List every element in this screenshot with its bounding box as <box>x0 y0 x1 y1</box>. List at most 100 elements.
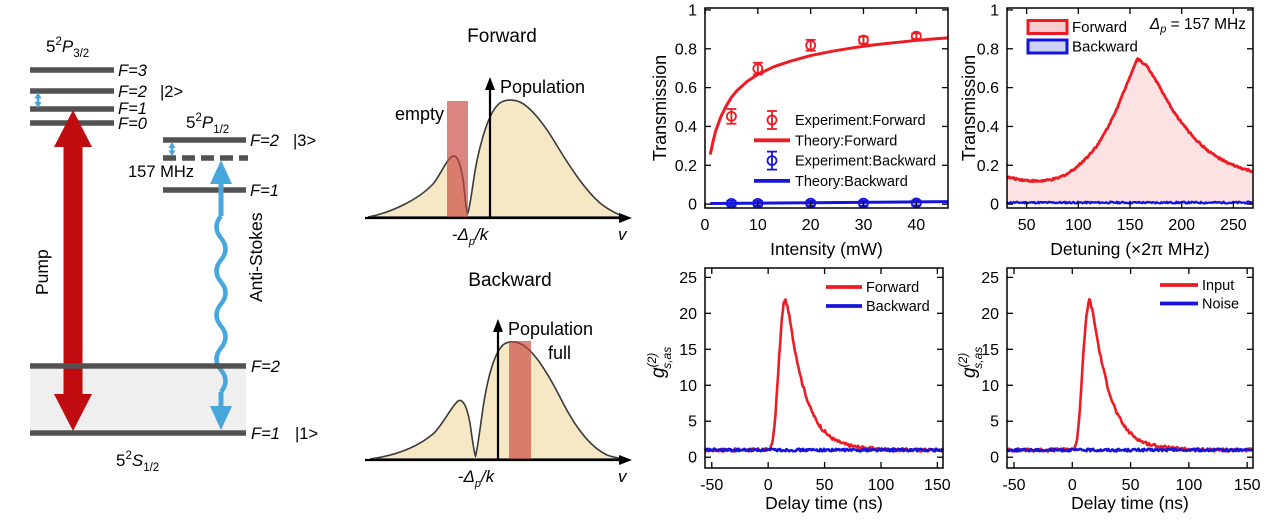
y-tick-label: 5 <box>990 414 999 431</box>
y-tick-label: 0.2 <box>977 158 999 175</box>
x-tick-label: 100 <box>1065 217 1092 234</box>
y-tick-label: 0 <box>688 197 697 214</box>
legend-marker-Experiment:Backward <box>766 150 778 171</box>
x-tick-label: 0 <box>764 477 773 494</box>
chart-g2-forward-backward: -50 0 50 100 150 0 5 10 15 20 25 Delay time (ns) g(2… <box>645 260 967 522</box>
chart-transmission-vs-intensity: 0 10 20 30 40 0 0.2 0.4 0.6 0.8 1 Intensity (mW) Tra… <box>650 0 967 262</box>
legend-label-Experiment:Backward: Experiment:Backward <box>795 154 936 170</box>
g2-forward-backward-ylabel: g(2)s,as <box>645 347 674 378</box>
term-5p32: 52P3/2 <box>46 36 89 60</box>
forward-title: Forward <box>467 26 537 47</box>
transmission-vs-intensity-legend: Experiment:Forward Theory:Forward Experime… <box>754 110 936 190</box>
legend-label-Noise: Noise <box>1202 297 1239 313</box>
forward-band-label: empty <box>395 104 444 124</box>
transmission-vs-detuning-annotation: Δp = 157 MHz <box>1149 16 1246 36</box>
term-5p12: 52P1/2 <box>186 112 229 136</box>
transmission-vs-detuning-series-Backward <box>1006 200 1254 205</box>
x-tick-label: 100 <box>1176 477 1203 494</box>
y-tick-label: 1 <box>688 2 697 19</box>
x-tick-label: 100 <box>868 477 895 494</box>
g2-input-noise-ylabel: g(2)s,as <box>956 347 985 378</box>
chart-transmission-vs-detuning: 50 100 150 200 250 0 0.2 0.4 0.6 0.8 1 Detuning (×2… <box>959 0 1267 262</box>
transmission-vs-detuning-ylabel: Transmission <box>959 55 979 161</box>
x-tick-label: 10 <box>749 217 767 234</box>
backward-x-arrowhead <box>619 455 632 465</box>
legend-marker-Experiment:Forward <box>766 110 778 130</box>
transmission-vs-intensity-series-Theory:Backward <box>710 200 949 206</box>
legend-label-Theory:Backward: Theory:Backward <box>795 174 908 190</box>
transmission-vs-intensity-axes-box <box>704 7 949 209</box>
legend-label-Input: Input <box>1202 278 1234 294</box>
transmission-vs-intensity-xlabel: Intensity (mW) <box>770 239 883 259</box>
y-tick-label: 0 <box>990 197 999 214</box>
anti-stokes-label: Anti-Stokes <box>246 212 266 302</box>
y-tick-label: 10 <box>981 378 999 395</box>
legend-swatch-Backward <box>1026 38 1069 55</box>
y-tick-label: 0.6 <box>675 80 697 97</box>
data-marker <box>726 110 737 122</box>
y-tick-label: 20 <box>981 306 999 323</box>
ket-2: |2> <box>160 83 183 101</box>
backward-v-label: v <box>618 467 628 486</box>
label-p32-f2: F=2 <box>118 83 147 101</box>
x-tick-label: -50 <box>700 477 723 494</box>
g2-input-noise-xlabel: Delay time (ns) <box>1071 493 1189 513</box>
g2-forward-backward-series-Forward <box>703 298 944 453</box>
data-marker <box>910 30 922 42</box>
label-p32-f3: F=3 <box>118 62 148 80</box>
forward-distribution-diagram: Forward Population empty -Δp/k v <box>365 26 632 248</box>
x-tick-label: 250 <box>1220 217 1247 234</box>
forward-x-arrowhead <box>619 213 632 223</box>
backward-band-label: full <box>548 343 571 363</box>
velocity-distribution-diagrams: Forward Population empty -Δp/k v Backwar… <box>365 26 632 490</box>
y-tick-label: 15 <box>981 342 999 359</box>
label-s12-f2: F=2 <box>251 358 280 376</box>
label-p32-f1: F=1 <box>118 100 147 118</box>
data-marker <box>805 39 817 51</box>
ket-3: |3> <box>293 132 316 150</box>
pump-arrow <box>54 110 92 431</box>
x-tick-label: 0 <box>701 217 710 234</box>
forward-ylabel: Population <box>500 77 585 97</box>
g2-input-noise-legend: Input Noise <box>1160 278 1239 313</box>
data-marker <box>858 34 869 46</box>
legend-label-Forward: Forward <box>1072 19 1127 36</box>
ket-1: |1> <box>295 425 318 443</box>
pump-label: Pump <box>32 249 52 295</box>
legend-label-Backward: Backward <box>866 299 930 315</box>
x-tick-label: 30 <box>855 217 873 234</box>
backward-full-band <box>509 341 531 460</box>
x-tick-label: -50 <box>1002 477 1025 494</box>
g2-forward-backward-ticks <box>705 268 943 468</box>
x-tick-label: 150 <box>1117 217 1144 234</box>
y-tick-label: 0 <box>990 450 999 467</box>
y-tick-label: 20 <box>679 306 697 323</box>
g2-forward-backward-axes-box <box>704 267 944 469</box>
backward-y-arrowhead <box>493 319 503 332</box>
g2-input-noise-ticks <box>1007 268 1253 468</box>
y-tick-label: 5 <box>688 414 697 431</box>
backward-distribution-diagram: Backward Population full -Δp/k v <box>365 270 632 490</box>
transmission-vs-detuning-svg: 50 100 150 200 250 0 0.2 0.4 0.6 0.8 1 Detuning (×2… <box>959 2 1254 259</box>
y-tick-label: 0.8 <box>977 41 999 58</box>
forward-empty-band <box>447 101 468 218</box>
g2-forward-backward-xlabel: Delay time (ns) <box>765 493 883 513</box>
g2-input-noise-series-Noise <box>1006 447 1254 453</box>
legend-label-Experiment:Forward: Experiment:Forward <box>795 113 926 129</box>
x-tick-label: 50 <box>1018 217 1036 234</box>
detuning-label: 157 MHz <box>128 163 194 181</box>
x-tick-label: 50 <box>1122 477 1140 494</box>
energy-level-diagram: F=3 F=2 F=1 F=0 |2> 52P3/2 Pump 52P1/2 F… <box>30 36 318 474</box>
y-tick-label: 25 <box>679 270 697 287</box>
legend-label-Theory:Forward: Theory:Forward <box>795 133 897 149</box>
transmission-vs-detuning-fill-Forward <box>1007 58 1253 205</box>
transmission-vs-intensity-ylabel: Transmission <box>650 55 670 161</box>
y-tick-label: 0.2 <box>675 158 697 175</box>
backward-x-tick-label: -Δp/k <box>458 467 496 490</box>
term-5s12: 52S1/2 <box>116 450 159 474</box>
forward-y-arrowhead <box>485 77 495 90</box>
transmission-vs-detuning-ticks <box>1007 8 1253 208</box>
x-tick-label: 40 <box>907 217 925 234</box>
y-tick-label: 0 <box>688 450 697 467</box>
